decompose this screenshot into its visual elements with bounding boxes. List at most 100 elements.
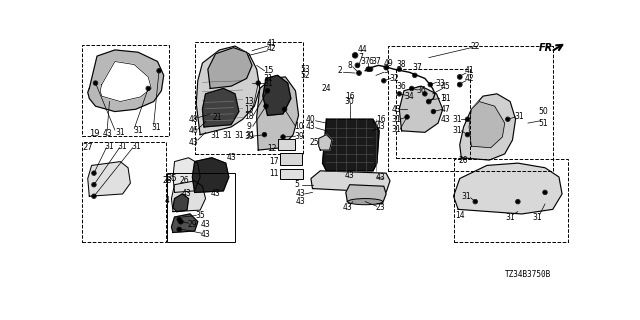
Text: 31: 31 — [234, 131, 244, 140]
Text: 43: 43 — [189, 138, 199, 147]
Text: 42: 42 — [267, 44, 276, 53]
Polygon shape — [173, 158, 200, 192]
Text: 31: 31 — [223, 131, 232, 140]
Text: 31: 31 — [264, 74, 273, 83]
Text: 4: 4 — [164, 196, 169, 204]
Polygon shape — [263, 75, 291, 116]
Bar — [280, 153, 301, 165]
Circle shape — [466, 133, 469, 136]
Circle shape — [147, 87, 150, 90]
Bar — [83, 45, 169, 136]
Polygon shape — [202, 88, 239, 127]
Text: 9: 9 — [246, 123, 252, 132]
Text: 43: 43 — [201, 220, 211, 229]
Circle shape — [266, 89, 269, 92]
Bar — [396, 69, 470, 158]
Polygon shape — [399, 86, 443, 132]
Text: 11: 11 — [269, 169, 278, 178]
Polygon shape — [311, 171, 390, 192]
Text: 6: 6 — [368, 57, 373, 66]
Circle shape — [179, 220, 182, 223]
Text: 31: 31 — [131, 142, 141, 151]
Polygon shape — [469, 101, 505, 148]
Circle shape — [474, 200, 477, 203]
Text: 15: 15 — [263, 66, 273, 75]
Text: 22: 22 — [470, 42, 480, 51]
Polygon shape — [193, 158, 229, 192]
Bar — [454, 159, 568, 243]
Circle shape — [356, 64, 359, 67]
Text: 41: 41 — [464, 66, 474, 75]
Circle shape — [264, 105, 268, 108]
Circle shape — [157, 69, 161, 72]
Circle shape — [428, 100, 430, 103]
Text: 23: 23 — [376, 203, 385, 212]
Text: 31: 31 — [452, 126, 462, 135]
Circle shape — [385, 66, 388, 69]
Circle shape — [353, 53, 357, 57]
Text: 20: 20 — [459, 156, 468, 164]
Text: 19: 19 — [89, 129, 99, 138]
Circle shape — [429, 83, 432, 86]
Circle shape — [466, 118, 469, 121]
Text: 26: 26 — [180, 176, 189, 185]
Text: 43: 43 — [182, 189, 192, 198]
Circle shape — [398, 68, 401, 71]
Circle shape — [506, 118, 509, 121]
Text: 31: 31 — [104, 142, 115, 151]
Text: 45: 45 — [441, 82, 451, 91]
Circle shape — [410, 87, 413, 90]
Text: 43: 43 — [211, 189, 221, 198]
Text: 31: 31 — [118, 142, 127, 151]
Circle shape — [413, 74, 416, 77]
Text: 17: 17 — [269, 157, 278, 166]
Circle shape — [284, 108, 286, 111]
Text: 39: 39 — [244, 132, 254, 141]
Text: 46: 46 — [189, 126, 199, 135]
Text: 30: 30 — [345, 97, 355, 106]
Circle shape — [93, 183, 95, 186]
Polygon shape — [454, 163, 562, 214]
Text: 43: 43 — [201, 230, 211, 239]
Text: 34: 34 — [404, 92, 414, 101]
Polygon shape — [319, 135, 332, 150]
Text: 28: 28 — [162, 176, 172, 185]
Polygon shape — [88, 50, 164, 112]
Polygon shape — [208, 48, 252, 88]
Text: 43: 43 — [376, 123, 385, 132]
Circle shape — [543, 191, 547, 194]
Text: 13: 13 — [244, 97, 254, 106]
Polygon shape — [257, 77, 298, 150]
Text: 43: 43 — [376, 172, 385, 181]
Text: 47: 47 — [441, 105, 451, 114]
Text: 41: 41 — [267, 39, 276, 48]
Text: 12: 12 — [268, 144, 277, 153]
Text: 37: 37 — [412, 63, 422, 72]
Circle shape — [516, 200, 519, 203]
Bar — [83, 142, 166, 243]
Text: 31: 31 — [115, 128, 125, 137]
Bar — [278, 139, 294, 150]
Text: 31: 31 — [461, 192, 471, 201]
Text: 31: 31 — [532, 212, 542, 221]
Ellipse shape — [348, 198, 383, 205]
Circle shape — [263, 133, 266, 136]
Text: 14: 14 — [455, 211, 465, 220]
Circle shape — [178, 218, 180, 221]
Circle shape — [358, 71, 360, 75]
Text: 43: 43 — [441, 115, 451, 124]
Circle shape — [369, 68, 372, 71]
Text: 31: 31 — [392, 115, 401, 124]
Text: FR.: FR. — [539, 44, 557, 53]
Text: 37: 37 — [371, 57, 381, 66]
Text: 39: 39 — [294, 132, 304, 141]
Text: TZ34B3750B: TZ34B3750B — [505, 270, 551, 279]
Circle shape — [432, 110, 435, 113]
Text: 53: 53 — [300, 65, 310, 74]
Text: 31: 31 — [246, 131, 255, 140]
Circle shape — [383, 79, 385, 82]
Text: 13: 13 — [244, 105, 254, 114]
Text: 48: 48 — [189, 115, 199, 124]
Polygon shape — [346, 185, 386, 204]
Text: 24: 24 — [322, 84, 332, 93]
